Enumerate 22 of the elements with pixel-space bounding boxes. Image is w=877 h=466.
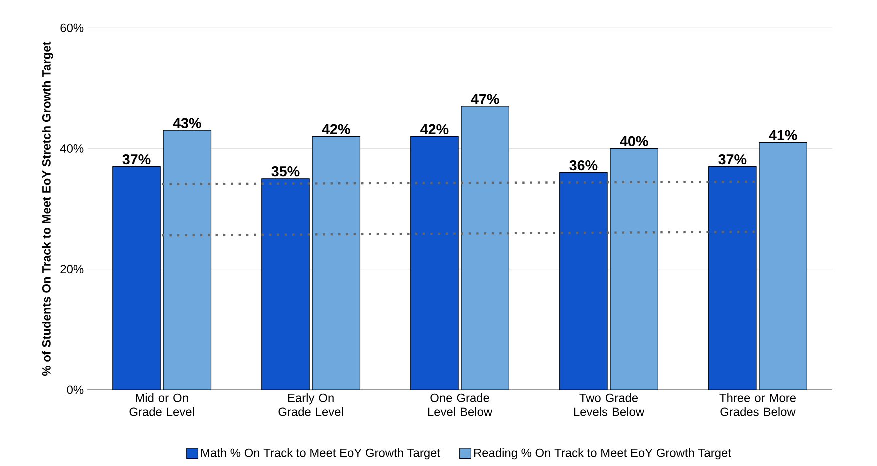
y-tick-label: 60% [60,24,84,32]
x-tick-label: One Grade Level Below [428,394,493,416]
data-label: 42% [322,124,350,134]
y-axis-title: % of Students On Track to Meet EoY Stretch Growth Target [42,42,54,376]
data-label: 37% [122,154,151,165]
legend-label: Math % On Track to Meet EoY Growth Target [201,448,440,460]
data-label: 37% [718,154,747,165]
x-tick-label: Two Grade Levels Below [574,394,645,416]
y-tick-label: 0% [67,386,84,394]
data-label: 40% [620,136,648,147]
x-tick-label: Mid or On Grade Level [130,394,194,416]
y-tick-label: 40% [60,144,84,153]
x-tick-label: Three or More Grades Below [720,394,796,416]
data-label: 41% [769,130,798,140]
x-tick-label: Early On Grade Level [278,394,344,416]
data-label: 42% [420,124,449,134]
data-label: 43% [173,118,202,128]
legend-label: Reading % On Track to Meet EoY Growth Target [474,448,732,460]
y-tick-label: 20% [60,265,84,274]
data-label: 35% [272,166,300,177]
data-label: 36% [570,160,598,171]
data-label: 47% [471,94,500,104]
